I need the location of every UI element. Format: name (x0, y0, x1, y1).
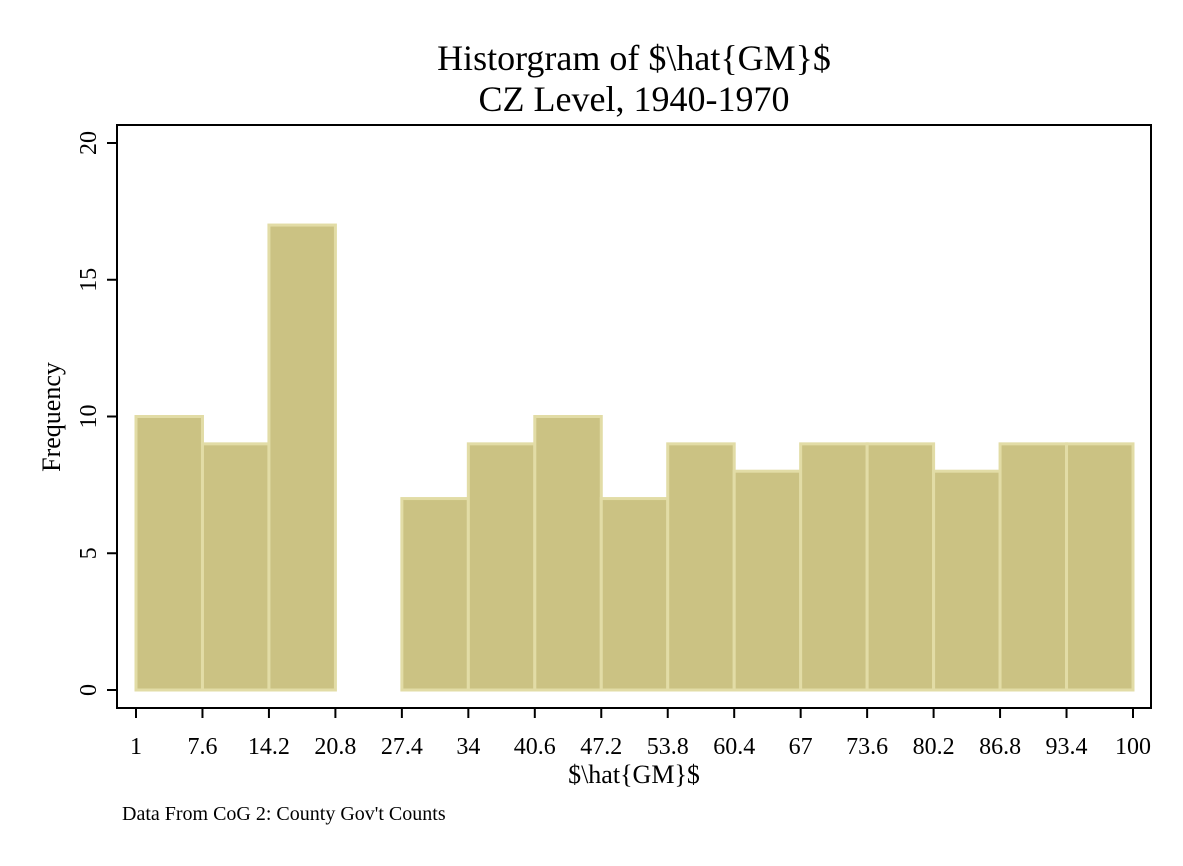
histogram-bar (400, 497, 470, 692)
x-tick-label: 100 (1115, 734, 1151, 760)
histogram-bar (865, 442, 936, 692)
y-tick-label: 15 (76, 268, 102, 292)
histogram-bar (533, 415, 603, 692)
chart-subtitle: CZ Level, 1940-1970 (479, 79, 790, 119)
y-tick-label: 5 (76, 547, 102, 559)
y-tick-label: 20 (76, 131, 102, 155)
y-axis: 0 5 10 15 20 (76, 125, 118, 708)
histogram-bar (932, 469, 1002, 692)
chart-title: Historgram of $\hat{GM}$ (437, 38, 831, 78)
histogram-bar (998, 442, 1069, 692)
x-tick-label: 40.6 (514, 734, 556, 760)
x-tick-label: 1 (130, 734, 142, 760)
histogram-bar (200, 442, 271, 692)
x-tick-label: 34 (456, 734, 480, 760)
y-tick-label: 10 (76, 405, 102, 429)
histogram-bar (267, 223, 337, 692)
x-tick-label: 60.4 (713, 734, 755, 760)
y-axis-label: Frequency (37, 362, 66, 472)
histogram-bar (134, 415, 204, 692)
x-tick-label: 53.8 (647, 734, 689, 760)
bars-group (134, 223, 1135, 692)
x-tick-label: 14.2 (248, 734, 290, 760)
x-axis-label: $\hat{GM}$ (568, 760, 700, 789)
x-tick-label: 73.6 (846, 734, 888, 760)
y-tick-label: 0 (76, 684, 102, 696)
x-tick-label: 27.4 (381, 734, 423, 760)
chart-note: Data From CoG 2: County Gov't Counts (122, 803, 446, 825)
histogram-bar (599, 497, 670, 692)
x-tick-label: 86.8 (979, 734, 1021, 760)
x-tick-label: 20.8 (314, 734, 356, 760)
histogram-bar (1065, 442, 1135, 692)
x-tick-label: 7.6 (187, 734, 217, 760)
x-tick-label: 47.2 (580, 734, 622, 760)
x-tick-label: 67 (789, 734, 813, 760)
histogram-bar (466, 442, 537, 692)
histogram-bar (666, 442, 736, 692)
x-tick-label: 93.4 (1046, 734, 1088, 760)
x-tick-label: 80.2 (913, 734, 955, 760)
x-axis: 1 7.6 14.2 20.8 27.4 34 40.6 47.2 53.8 60.4 67 73.6… (117, 707, 1151, 760)
histogram-bar (799, 442, 869, 692)
histogram-bar (732, 469, 803, 692)
